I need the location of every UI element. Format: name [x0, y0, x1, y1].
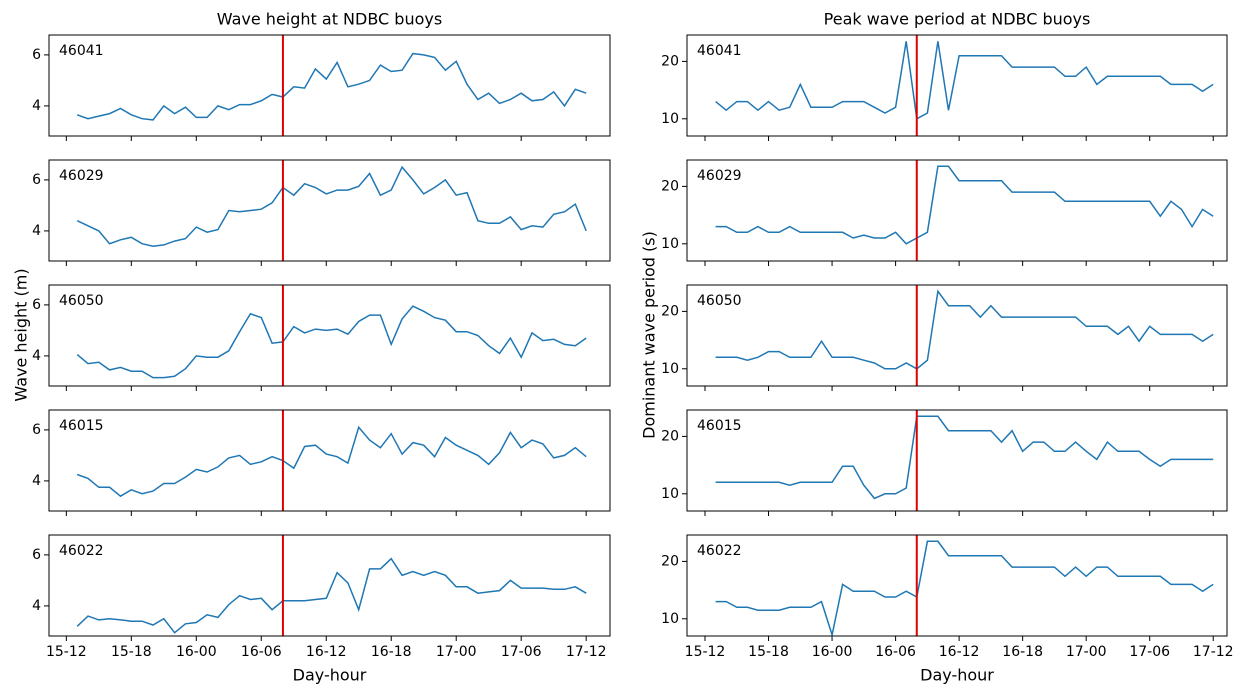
- x-tick-label: 15-12: [685, 644, 726, 660]
- y-tick-label: 6: [32, 172, 41, 188]
- y-tick-label: 6: [32, 47, 41, 63]
- x-tick-label: 16-12: [939, 644, 980, 660]
- axes-frame: [686, 534, 1228, 637]
- wave-line: [715, 415, 1214, 500]
- wave-line: [715, 41, 1214, 120]
- y-tick-label: 20: [661, 428, 679, 444]
- x-tick-label: 16-12: [306, 644, 347, 660]
- y-tick-label: 10: [661, 236, 679, 252]
- y-tick-label: 10: [661, 111, 679, 127]
- y-tick-label: 10: [661, 486, 679, 502]
- x-tick-label: 16-06: [875, 644, 916, 660]
- column-title: Peak wave period at NDBC buoys: [824, 10, 1091, 29]
- axes-frame: [48, 409, 611, 512]
- y-axis-label: Wave height (m): [12, 268, 31, 401]
- buoy-label: 46041: [59, 43, 104, 59]
- buoy-label: 46050: [59, 293, 104, 309]
- y-tick-label: 4: [32, 348, 41, 364]
- x-tick-label: 17-12: [1193, 644, 1234, 660]
- wave-line: [76, 52, 587, 121]
- wave-line: [76, 165, 587, 247]
- y-tick-label: 6: [32, 547, 41, 563]
- x-tick-label: 17-00: [436, 644, 477, 660]
- column-title: Wave height at NDBC buoys: [217, 10, 442, 29]
- y-tick-label: 10: [661, 611, 679, 627]
- y-tick-label: 20: [661, 178, 679, 194]
- y-tick-label: 6: [32, 422, 41, 438]
- x-axis-label: Day-hour: [920, 666, 994, 684]
- buoy-label: 46029: [59, 168, 104, 184]
- y-tick-label: 20: [661, 553, 679, 569]
- wave-line: [715, 540, 1214, 638]
- x-tick-label: 16-18: [1002, 644, 1043, 660]
- axes-frame: [686, 284, 1228, 387]
- buoy-label: 46022: [59, 543, 104, 559]
- y-tick-label: 4: [32, 98, 41, 114]
- x-tick-label: 16-06: [241, 644, 282, 660]
- x-tick-label: 17-06: [1129, 644, 1170, 660]
- y-tick-label: 10: [661, 361, 679, 377]
- y-tick-label: 4: [32, 598, 41, 614]
- x-tick-label: 17-12: [566, 644, 607, 660]
- y-tick-label: 20: [661, 53, 679, 69]
- x-tick-label: 16-00: [176, 644, 217, 660]
- axes-frame: [48, 159, 611, 262]
- buoy-label: 46029: [697, 168, 742, 184]
- y-tick-label: 4: [32, 473, 41, 489]
- buoy-label: 46050: [697, 293, 742, 309]
- axes-frame: [686, 159, 1228, 262]
- buoy-label: 46015: [59, 418, 104, 434]
- axes-frame: [48, 34, 611, 137]
- x-axis-label: Day-hour: [293, 666, 367, 684]
- axes-frame: [686, 409, 1228, 512]
- y-tick-label: 4: [32, 223, 41, 239]
- y-axis-label: Dominant wave period (s): [640, 231, 659, 439]
- wave-line: [715, 165, 1214, 245]
- x-tick-label: 15-18: [748, 644, 789, 660]
- buoy-label: 46041: [697, 43, 742, 59]
- y-tick-label: 6: [32, 297, 41, 313]
- buoy-label: 46015: [697, 418, 742, 434]
- x-tick-label: 15-12: [46, 644, 87, 660]
- wave-line: [76, 305, 587, 379]
- x-tick-label: 16-18: [371, 644, 412, 660]
- wave-line: [715, 289, 1214, 370]
- axes-frame: [48, 284, 611, 387]
- y-tick-label: 20: [661, 303, 679, 319]
- axes-frame: [48, 534, 611, 637]
- wave-line: [76, 425, 587, 498]
- wave-line: [76, 557, 587, 634]
- x-tick-label: 16-00: [812, 644, 853, 660]
- x-tick-label: 17-06: [501, 644, 542, 660]
- x-tick-label: 17-00: [1066, 644, 1107, 660]
- buoy-label: 46022: [697, 543, 742, 559]
- axes-frame: [686, 34, 1228, 137]
- x-tick-label: 15-18: [111, 644, 152, 660]
